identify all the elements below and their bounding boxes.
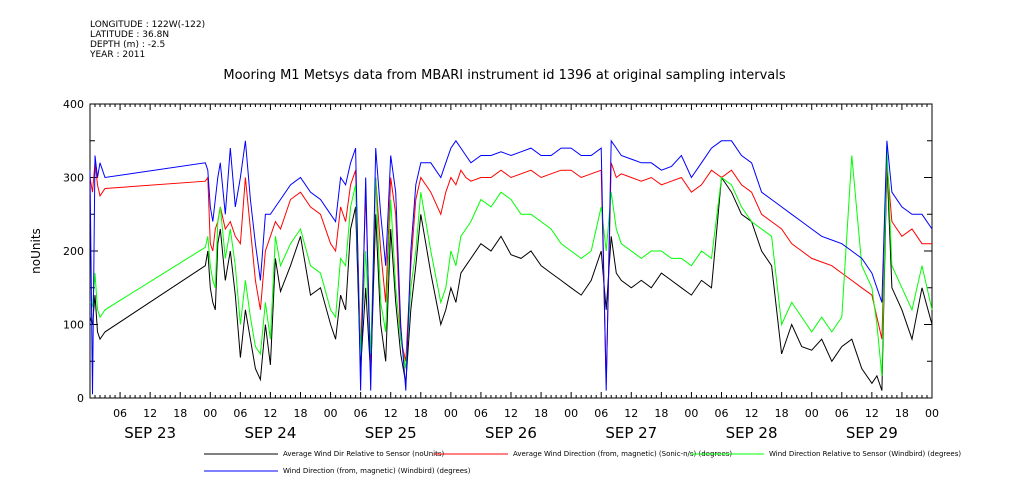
x-tick-label: 06 bbox=[474, 407, 488, 420]
day-label: SEP 25 bbox=[365, 424, 417, 442]
x-tick-label: 00 bbox=[324, 407, 338, 420]
x-tick-label: 12 bbox=[263, 407, 277, 420]
day-label: SEP 27 bbox=[605, 424, 657, 442]
legend-label-3: Wind Direction Relative to Sensor (Windb… bbox=[769, 450, 961, 458]
latitude-text: LATITUDE : 36.8N bbox=[90, 30, 170, 40]
x-tick-label: 18 bbox=[654, 407, 668, 420]
x-tick-label: 18 bbox=[775, 407, 789, 420]
y-tick-label: 0 bbox=[77, 392, 84, 405]
x-tick-label: 00 bbox=[203, 407, 217, 420]
day-label: SEP 28 bbox=[726, 424, 778, 442]
day-label: SEP 24 bbox=[244, 424, 296, 442]
x-tick-label: 18 bbox=[294, 407, 308, 420]
x-tick-label: 18 bbox=[534, 407, 548, 420]
y-tick-label: 300 bbox=[63, 172, 84, 185]
day-label: SEP 26 bbox=[485, 424, 537, 442]
x-tick-label: 06 bbox=[233, 407, 247, 420]
x-tick-label: 12 bbox=[624, 407, 638, 420]
legend: Average Wind Dir Relative to Sensor (noU… bbox=[204, 450, 961, 475]
longitude-text: LONGITUDE : 122W(-122) bbox=[90, 20, 206, 30]
x-tick-label: 18 bbox=[895, 407, 909, 420]
series-line-2 bbox=[89, 162, 932, 384]
series-lines bbox=[89, 139, 933, 395]
legend-label-2: Average Wind Direction (from, magnetic) … bbox=[513, 450, 732, 458]
x-tick-label: 18 bbox=[414, 407, 428, 420]
y-tick-label: 400 bbox=[63, 98, 84, 111]
x-tick-label: 00 bbox=[805, 407, 819, 420]
series-line-1 bbox=[89, 162, 933, 391]
x-tick-label: 06 bbox=[594, 407, 608, 420]
y-tick-labels: 0 100 200 300 400 bbox=[63, 98, 84, 405]
x-tick-labels: 06 12 18 00 06 12 18 00 06 12 18 00 06 12 18 00 06 12 18 00… bbox=[113, 407, 939, 442]
x-tick-label: 00 bbox=[444, 407, 458, 420]
x-tick-label: 12 bbox=[384, 407, 398, 420]
legend-label-4: Wind Direction (from, magnetic) (Windbir… bbox=[283, 467, 471, 475]
x-tick-label: 12 bbox=[745, 407, 759, 420]
y-tick-label: 100 bbox=[63, 319, 84, 332]
x-tick-label: 12 bbox=[865, 407, 879, 420]
day-label: SEP 29 bbox=[846, 424, 898, 442]
x-tick-label: 06 bbox=[354, 407, 368, 420]
x-tick-label: 00 bbox=[684, 407, 698, 420]
day-label: SEP 23 bbox=[124, 424, 176, 442]
axis-ticks bbox=[89, 103, 933, 399]
depth-text: DEPTH (m) : -2.5 bbox=[90, 40, 166, 50]
legend-label-1: Average Wind Dir Relative to Sensor (noU… bbox=[283, 450, 444, 458]
x-tick-label: 06 bbox=[835, 407, 849, 420]
chart-title: Mooring M1 Metsys data from MBARI instru… bbox=[223, 68, 786, 83]
series-line-3 bbox=[89, 148, 933, 376]
x-tick-label: 18 bbox=[173, 407, 187, 420]
x-tick-label: 06 bbox=[113, 407, 127, 420]
x-tick-label: 00 bbox=[564, 407, 578, 420]
metadata-block: LONGITUDE : 122W(-122) LATITUDE : 36.8N … bbox=[90, 20, 205, 60]
x-tick-label: 12 bbox=[143, 407, 157, 420]
x-tick-label: 06 bbox=[715, 407, 729, 420]
y-tick-label: 200 bbox=[63, 245, 84, 258]
x-tick-label: 00 bbox=[925, 407, 939, 420]
year-text: YEAR : 2011 bbox=[90, 50, 146, 60]
y-axis-label: noUnits bbox=[29, 228, 43, 274]
x-tick-label: 12 bbox=[504, 407, 518, 420]
series-line-4 bbox=[89, 139, 933, 395]
